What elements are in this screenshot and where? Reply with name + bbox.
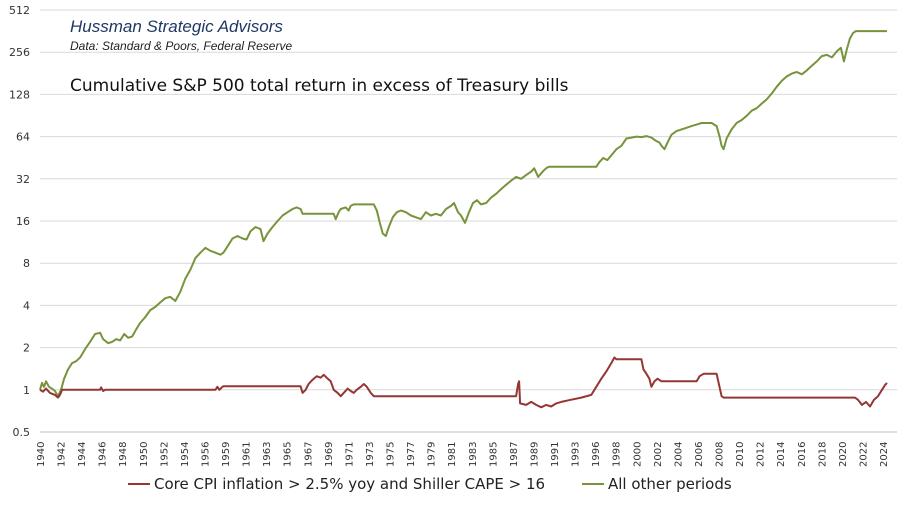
x-axis-ticks: 1940 1942 1944 1946 1948 1950 1952 1954 1956 1959… (36, 442, 890, 467)
y-tick-label: 8 (23, 257, 30, 270)
x-tick-label: 2002 (653, 442, 664, 467)
x-tick-label: 2022 (858, 442, 869, 467)
x-tick-label: 1959 (221, 442, 232, 467)
x-tick-label: 1983 (468, 442, 479, 467)
x-tick-label: 2006 (694, 442, 705, 467)
x-tick-label: 1979 (427, 442, 438, 467)
legend: Core CPI inflation > 2.5% yoy and Shille… (128, 475, 732, 493)
y-tick-label: 2 (23, 342, 30, 355)
x-tick-label: 2020 (838, 442, 849, 467)
y-tick-label: 1 (23, 384, 30, 397)
y-tick-label: 512 (9, 4, 30, 17)
x-tick-label: 1989 (529, 442, 540, 467)
x-tick-label: 1940 (36, 442, 47, 467)
x-tick-label: 1948 (118, 442, 129, 467)
y-tick-label: 32 (16, 173, 30, 186)
x-tick-label: 2004 (673, 442, 684, 467)
x-tick-label: 1975 (386, 442, 397, 467)
x-tick-label: 1963 (262, 442, 273, 467)
x-tick-label: 1965 (283, 442, 294, 467)
x-tick-label: 1954 (180, 442, 191, 467)
source-label: Data: Standard & Poors, Federal Reserve (70, 39, 292, 53)
x-tick-label: 1996 (591, 442, 602, 467)
x-tick-label: 2012 (756, 442, 767, 467)
legend-label: All other periods (608, 475, 732, 493)
x-tick-label: 1998 (612, 442, 623, 467)
x-tick-label: 1950 (139, 442, 150, 467)
x-tick-label: 1973 (365, 442, 376, 467)
x-tick-label: 1993 (571, 442, 582, 467)
legend-label: Core CPI inflation > 2.5% yoy and Shille… (154, 475, 545, 493)
y-tick-label: 4 (23, 299, 30, 312)
x-tick-label: 2024 (879, 442, 890, 467)
x-tick-label: 1952 (159, 442, 170, 467)
x-tick-label: 1967 (303, 442, 314, 467)
chart-title: Cumulative S&P 500 total return in exces… (70, 76, 569, 96)
y-tick-label: 256 (9, 46, 30, 59)
x-tick-label: 1961 (242, 442, 253, 467)
x-tick-label: 2000 (632, 442, 643, 467)
x-tick-label: 1944 (77, 442, 88, 467)
y-axis-ticks: 512 256 128 64 32 16 8 4 2 1 0.5 (9, 4, 30, 439)
x-tick-label: 2008 (715, 442, 726, 467)
x-tick-label: 2010 (735, 442, 746, 467)
series-line-all-other-periods (39, 30, 887, 398)
x-tick-label: 1946 (98, 442, 109, 467)
x-tick-label: 1971 (344, 442, 355, 467)
y-tick-label: 16 (16, 215, 30, 228)
y-tick-label: 64 (16, 131, 30, 144)
x-tick-label: 1942 (57, 442, 68, 467)
gridlines (40, 9, 897, 391)
brand-label: Hussman Strategic Advisors (70, 17, 283, 36)
x-tick-label: 2018 (817, 442, 828, 467)
series-line-core-cpi-cape (39, 356, 888, 409)
x-tick-label: 1987 (509, 442, 520, 467)
x-tick-label: 1977 (406, 442, 417, 467)
x-tick-label: 2016 (797, 442, 808, 467)
y-tick-label: 128 (9, 88, 30, 101)
x-tick-label: 1991 (550, 442, 561, 467)
x-tick-label: 1985 (488, 442, 499, 467)
x-tick-label: 1969 (324, 442, 335, 467)
y-tick-label: 0.5 (13, 426, 31, 439)
x-tick-label: 2014 (776, 442, 787, 467)
series-lines (39, 30, 888, 409)
x-tick-label: 1981 (447, 442, 458, 467)
x-tick-label: 1956 (200, 442, 211, 467)
